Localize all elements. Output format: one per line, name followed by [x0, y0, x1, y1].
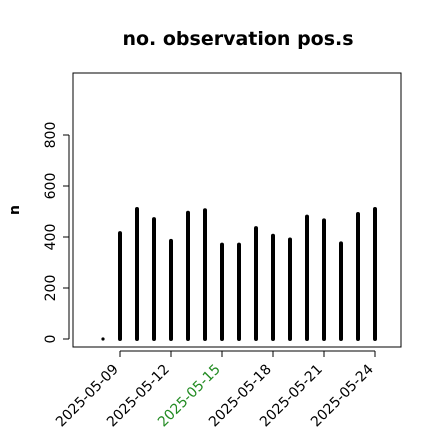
- y-tick-label: 200: [43, 275, 59, 302]
- x-axis: 2025-05-092025-05-122025-05-152025-05-18…: [53, 350, 377, 430]
- y-tick-label: 0: [43, 335, 59, 344]
- y-axis-label: n: [7, 205, 23, 215]
- chart-title: no. observation pos.s: [122, 28, 353, 50]
- bar-point: [101, 337, 105, 341]
- plot-frame: [72, 72, 402, 348]
- y-tick-label: 400: [43, 224, 59, 251]
- y-axis: 0 200 400 600 800: [43, 122, 70, 344]
- y-tick-label: 800: [43, 122, 59, 149]
- y-tick-label: 600: [43, 173, 59, 200]
- bars: [101, 206, 377, 341]
